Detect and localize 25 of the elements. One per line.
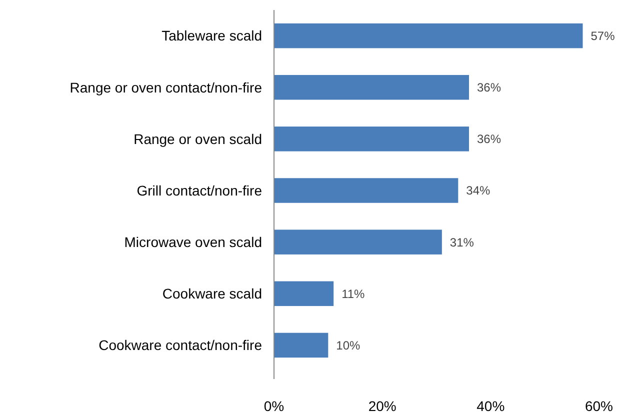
y-tick-label: Range or oven contact/non-fire: [70, 79, 262, 96]
bar: [274, 126, 469, 152]
y-tick-label: Cookware contact/non-fire: [98, 337, 262, 354]
x-tick-label: 40%: [476, 398, 505, 414]
data-label: 34%: [466, 184, 491, 198]
y-tick-label: Range or oven scald: [134, 130, 262, 147]
y-tick-label: Tableware scald: [162, 28, 262, 44]
y-tick-label: Microwave oven scald: [124, 234, 262, 250]
data-label: 36%: [477, 132, 502, 146]
bar: [274, 74, 469, 100]
x-tick-label: 20%: [368, 398, 396, 414]
bar: [274, 332, 328, 358]
bar: [274, 23, 583, 48]
data-label: 57%: [590, 28, 616, 43]
data-label: 11%: [342, 286, 366, 301]
bar: [274, 230, 442, 254]
data-label: 31%: [450, 235, 474, 250]
bar: [274, 178, 458, 203]
x-tick-label: 0%: [264, 398, 284, 414]
x-tick-label: 60%: [584, 398, 614, 414]
y-tick-label: Cookware scald: [162, 286, 262, 302]
data-label: 10%: [336, 338, 361, 352]
data-label: 36%: [477, 80, 502, 95]
y-tick-label: Grill contact/non-fire: [136, 182, 262, 198]
bar: [274, 281, 334, 306]
